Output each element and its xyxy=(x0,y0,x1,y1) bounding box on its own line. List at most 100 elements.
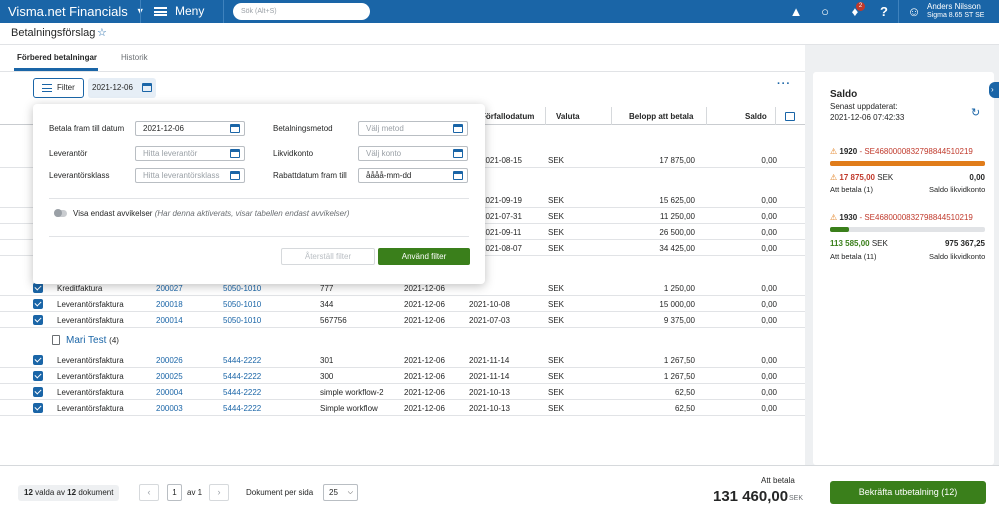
document-link[interactable]: 200018 xyxy=(156,300,183,309)
cell-currency: SEK xyxy=(548,212,565,221)
row-checkbox[interactable] xyxy=(33,315,43,325)
supplier-class-input[interactable]: Hitta leverantörsklass xyxy=(135,168,245,183)
column-settings-icon[interactable] xyxy=(785,112,795,121)
supplier-link[interactable]: 5050-1010 xyxy=(223,284,262,293)
cash-account-select[interactable]: Välj konto xyxy=(358,146,468,161)
supplier-link[interactable]: 5444-2222 xyxy=(223,372,262,381)
supplier-group-header[interactable]: Mari Test (4) xyxy=(0,332,805,350)
date-chip-value: 2021-12-06 xyxy=(92,83,133,92)
column-header-amount[interactable]: Belopp att betala xyxy=(629,112,694,121)
table-row[interactable]: Leverantörsfaktura 200004 5444-2222 simp… xyxy=(0,384,805,400)
user-icon[interactable]: ☺ xyxy=(907,4,921,19)
cell-duedate: 2021-09-11 xyxy=(481,228,522,237)
due-date-input[interactable]: 2021-12-06 xyxy=(135,121,245,136)
calendar-icon[interactable] xyxy=(453,171,463,180)
cell-amount: 1 267,50 xyxy=(663,356,695,365)
per-page-value: 25 xyxy=(329,488,338,497)
supplier-link[interactable]: 5444-2222 xyxy=(223,356,262,365)
page-title: Betalningsförslag xyxy=(11,27,96,39)
supplier-link[interactable]: 5050-1010 xyxy=(223,300,262,309)
table-row[interactable]: Leverantörsfaktura 200025 5444-2222 300 … xyxy=(0,368,805,384)
filter-button[interactable]: Filter xyxy=(33,78,84,98)
graduation-cap-icon[interactable]: ▲ xyxy=(789,4,803,19)
group-label[interactable]: Mari Test xyxy=(66,335,107,346)
cell-currency: SEK xyxy=(548,316,565,325)
row-checkbox[interactable] xyxy=(33,403,43,413)
payment-method-select[interactable]: Välj metod xyxy=(358,121,468,136)
row-checkbox[interactable] xyxy=(33,299,43,309)
reset-filter-button[interactable]: Återställ filter xyxy=(281,248,375,265)
table-row[interactable]: Leverantörsfaktura 200003 5444-2222 Simp… xyxy=(0,400,805,416)
next-page-button[interactable]: › xyxy=(209,484,229,501)
lookup-icon[interactable] xyxy=(230,171,240,180)
calendar-icon xyxy=(142,83,152,92)
page-number-input[interactable]: 1 xyxy=(167,484,182,501)
table-row[interactable]: Leverantörsfaktura 200014 5050-1010 5677… xyxy=(0,312,805,328)
tab-prepare-payments[interactable]: Förbered betalningar xyxy=(17,53,98,62)
date-filter-chip[interactable]: 2021-12-06 xyxy=(88,78,156,98)
account-header[interactable]: ⚠ 1930 - SE4680000832798844510219 xyxy=(830,213,973,222)
row-checkbox[interactable] xyxy=(33,283,43,293)
hamburger-icon xyxy=(154,7,167,16)
cell-amount: 1 250,00 xyxy=(663,284,695,293)
filter-label: Filter xyxy=(57,83,75,92)
cell-duedate: 2021-07-31 xyxy=(481,212,522,221)
column-header-currency[interactable]: Valuta xyxy=(556,112,580,121)
menu-button[interactable]: Meny xyxy=(154,0,204,23)
cell-currency: SEK xyxy=(548,356,565,365)
cell-amount: 17 875,00 xyxy=(659,156,695,165)
deviations-toggle[interactable] xyxy=(54,209,67,217)
table-row[interactable]: Leverantörsfaktura 200018 5050-1010 344 … xyxy=(0,296,805,312)
previous-page-button[interactable]: ‹ xyxy=(139,484,159,501)
total-number: 12 xyxy=(67,488,77,497)
confirm-payment-button[interactable]: Bekräfta utbetalning (12) xyxy=(830,481,986,504)
lookup-icon[interactable] xyxy=(230,149,240,158)
document-link[interactable]: 200027 xyxy=(156,284,183,293)
cell-date: 2021-12-06 xyxy=(404,300,445,309)
discount-date-input[interactable]: åååå-mm-dd xyxy=(358,168,468,183)
more-options-icon[interactable]: ··· xyxy=(777,78,791,90)
toggle-note: (Har denna aktiverats, visar tabellen en… xyxy=(154,209,350,218)
apply-filter-button[interactable]: Använd filter xyxy=(378,248,470,265)
calendar-icon[interactable] xyxy=(230,124,240,133)
supplier-link[interactable]: 5444-2222 xyxy=(223,404,262,413)
tab-history[interactable]: Historik xyxy=(121,53,148,62)
brand-name: Visma.net Financials xyxy=(8,4,128,19)
account-header[interactable]: ⚠ 1920 - SE4680000832798844510219 xyxy=(830,147,973,156)
document-link[interactable]: 200025 xyxy=(156,372,183,381)
balance-label: Saldo likvidkonto xyxy=(929,252,986,261)
warning-icon: ⚠ xyxy=(830,213,838,222)
collapse-panel-icon[interactable]: › xyxy=(989,82,999,98)
document-link[interactable]: 200003 xyxy=(156,404,183,413)
document-link[interactable]: 200014 xyxy=(156,316,183,325)
table-row[interactable]: Kreditfaktura 200027 5050-1010 777 2021-… xyxy=(0,280,805,296)
column-header-duedate[interactable]: Förfallodatum xyxy=(481,112,535,121)
document-link[interactable]: 200026 xyxy=(156,356,183,365)
cash-account-placeholder: Välj konto xyxy=(366,149,402,158)
lookup-icon[interactable] xyxy=(453,124,463,133)
cell-balance: 0,00 xyxy=(761,356,777,365)
favorite-star-icon[interactable]: ☆ xyxy=(97,27,107,39)
user-menu[interactable]: Anders Nilsson Sigma 8.65 ST SE xyxy=(927,2,984,20)
chat-icon[interactable]: ○ xyxy=(821,4,829,19)
document-link[interactable]: 200004 xyxy=(156,388,183,397)
help-icon[interactable]: ? xyxy=(880,4,888,19)
bell-icon[interactable]: ♦ xyxy=(851,4,859,19)
table-row[interactable]: Leverantörsfaktura 200026 5444-2222 301 … xyxy=(0,352,805,368)
row-checkbox[interactable] xyxy=(33,387,43,397)
supplier-input[interactable]: Hitta leverantör xyxy=(135,146,245,161)
supplier-link[interactable]: 5050-1010 xyxy=(223,316,262,325)
cell-type: Leverantörsfaktura xyxy=(57,316,124,325)
per-page-select[interactable]: 25 ⌵ xyxy=(323,484,358,501)
row-checkbox[interactable] xyxy=(33,355,43,365)
refresh-icon[interactable]: ↻ xyxy=(971,107,981,119)
supplier-link[interactable]: 5444-2222 xyxy=(223,388,262,397)
column-header-balance[interactable]: Saldo xyxy=(745,112,767,121)
cell-duedate: 2021-11-14 xyxy=(469,356,510,365)
group-count: (4) xyxy=(109,336,119,345)
cash-account-label: Likvidkonto xyxy=(273,149,314,158)
row-checkbox[interactable] xyxy=(33,371,43,381)
app-switcher[interactable]: Visma.net Financials ▼ xyxy=(8,0,145,23)
lookup-icon[interactable] xyxy=(453,149,463,158)
search-input[interactable]: Sök (Alt+S) xyxy=(233,3,370,20)
